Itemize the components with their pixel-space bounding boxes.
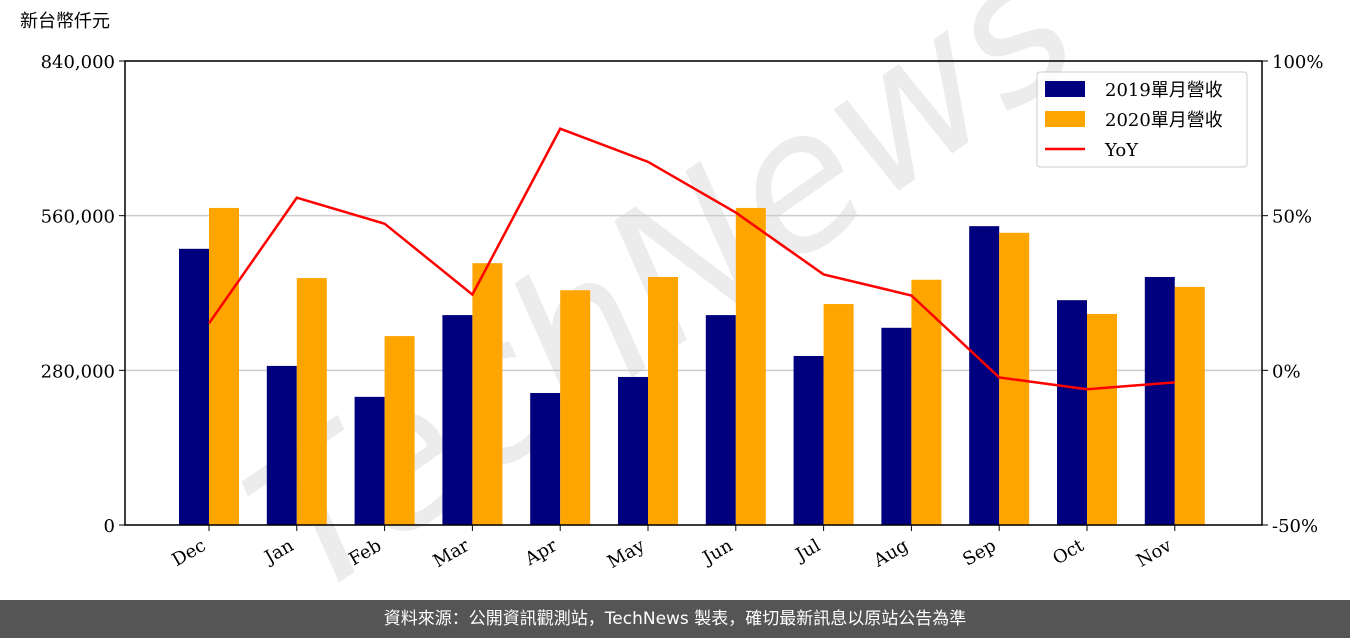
bar	[1087, 313, 1117, 525]
bar	[705, 315, 736, 525]
bar	[823, 304, 854, 525]
y-tick-label: 280,000	[41, 361, 115, 382]
y2-tick-label: -50%	[1272, 516, 1318, 537]
footer: 資料來源：公開資訊觀測站，TechNews 製表，確切最新訊息以原站公告為準	[0, 600, 1350, 638]
bar	[560, 290, 591, 525]
bar	[442, 315, 473, 525]
x-tick-label: May	[604, 535, 649, 573]
bar	[793, 355, 824, 525]
x-tick-label: Dec	[169, 535, 210, 571]
legend-label: 2020單月營收	[1105, 110, 1223, 131]
bar	[618, 376, 648, 525]
y2-tick-label: 50%	[1272, 207, 1312, 228]
plot-frame	[124, 60, 1263, 526]
x-tick-label: Jul	[791, 535, 825, 567]
chart: 新台幣仟元 TechNews 0280,000560,000840,000-50…	[20, 0, 1323, 638]
bar	[1057, 300, 1087, 525]
y2-tick-label: 0%	[1272, 361, 1301, 382]
bar	[179, 248, 209, 526]
y-tick-label: 560,000	[41, 207, 115, 228]
bar	[1144, 276, 1175, 525]
bar	[648, 276, 678, 525]
bar	[354, 396, 385, 525]
legend-label: YoY	[1104, 140, 1139, 161]
bar	[881, 327, 912, 525]
x-tick-label: Apr	[521, 535, 561, 570]
y-tick-label: 840,000	[41, 52, 115, 73]
x-tick-label: Oct	[1049, 535, 1088, 570]
bar	[530, 392, 561, 525]
y2-tick-label: 100%	[1272, 52, 1323, 73]
x-tick-label: Aug	[869, 535, 912, 572]
bar	[735, 207, 766, 525]
bar	[384, 336, 415, 525]
legend-label: 2019單月營收	[1105, 80, 1223, 101]
legend-box	[1036, 71, 1248, 168]
x-tick-label: Nov	[1133, 535, 1176, 572]
bar	[1174, 286, 1205, 525]
bar	[209, 207, 239, 525]
x-tick-label: Jun	[698, 535, 737, 570]
unit-label: 新台幣仟元	[20, 11, 110, 32]
y-tick-label: 0	[104, 516, 115, 537]
bar	[969, 226, 1000, 525]
bar	[266, 365, 297, 525]
legend-swatch	[1045, 81, 1085, 97]
bar	[296, 278, 327, 525]
legend-swatch	[1045, 111, 1085, 127]
x-tick-label: Sep	[959, 535, 999, 570]
bar	[472, 263, 503, 525]
bar	[911, 279, 942, 525]
line	[207, 127, 1175, 391]
